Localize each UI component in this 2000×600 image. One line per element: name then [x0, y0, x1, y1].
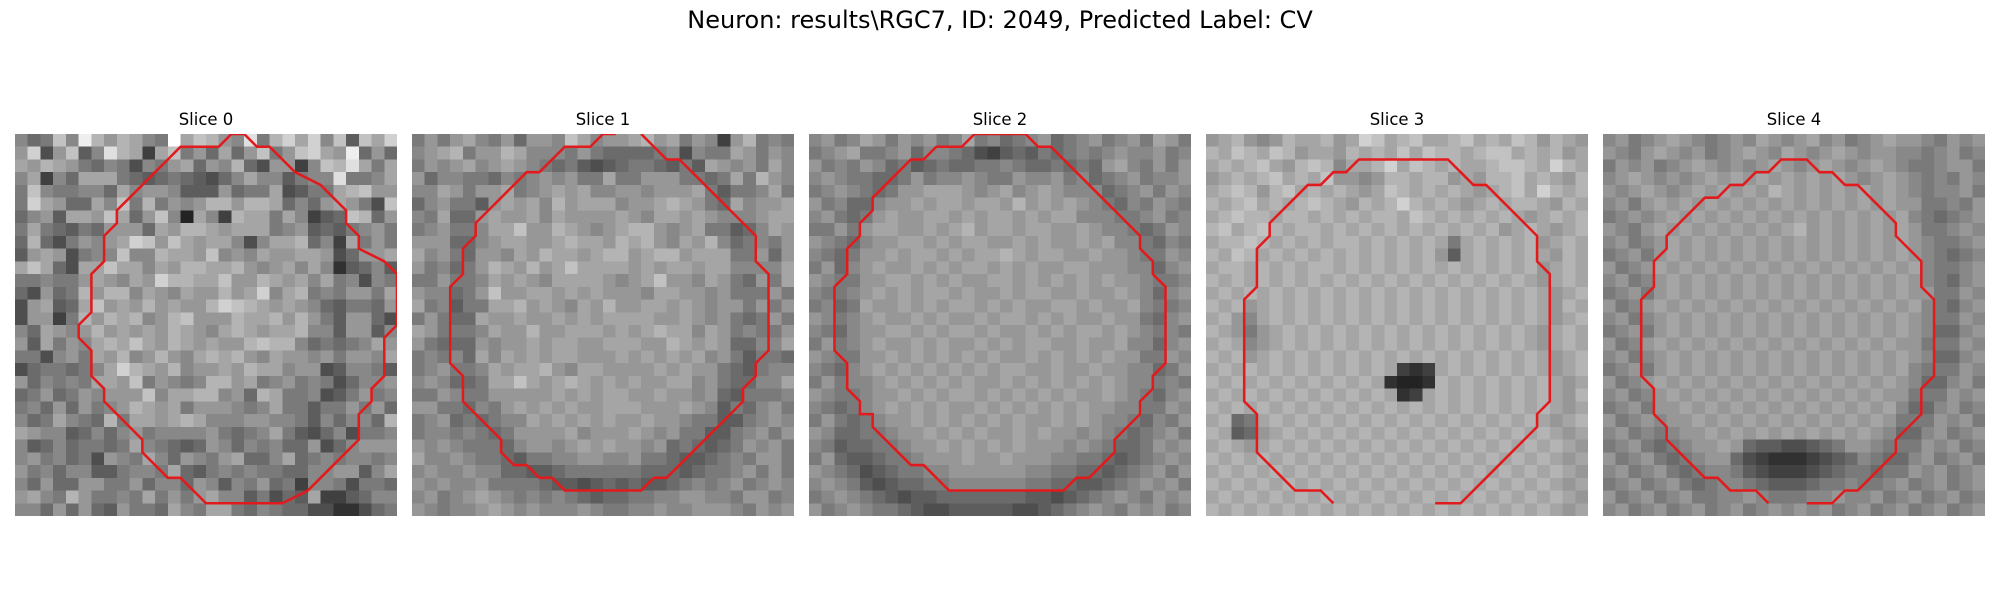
slice-contour-layer-1 [448, 134, 770, 492]
slice-image-4 [1603, 134, 1985, 516]
contour-line-4 [1639, 158, 1936, 505]
slice-image-1 [412, 134, 794, 516]
contour-line-2 [833, 134, 1167, 492]
slice-panel-3: Slice 3 [1206, 108, 1588, 516]
contour-line-0 [77, 134, 397, 505]
slice-title-2: Slice 2 [972, 110, 1028, 129]
slice-panel-2: Slice 2 [809, 108, 1191, 516]
slice-contour-layer-3 [1242, 158, 1552, 505]
slice-contour-layer-0 [77, 134, 397, 505]
slice-image-3 [1206, 134, 1588, 516]
slice-image-2 [809, 134, 1191, 516]
contour-line-1 [448, 134, 770, 492]
slice-title-1: Slice 1 [575, 110, 631, 129]
slice-title-0: Slice 0 [178, 110, 234, 129]
slice-title-4: Slice 4 [1766, 110, 1822, 129]
slice-panel-0: Slice 0 [15, 108, 397, 516]
slice-contour-layer-2 [833, 134, 1167, 492]
contour-line-3 [1242, 158, 1552, 505]
slice-contour-layer-4 [1639, 158, 1936, 505]
slice-panel-1: Slice 1 [412, 108, 794, 516]
slice-title-3: Slice 3 [1369, 110, 1425, 129]
slice-panel-4: Slice 4 [1603, 108, 1985, 516]
figure-title: Neuron: results\RGC7, ID: 2049, Predicte… [687, 6, 1313, 34]
